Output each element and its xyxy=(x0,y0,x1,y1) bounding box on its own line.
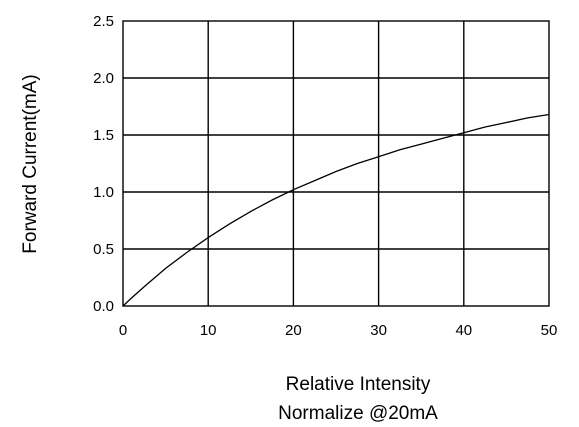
y-tick-label: 1.0 xyxy=(93,184,114,201)
x-tick-label: 30 xyxy=(370,322,387,339)
x-axis-ticks: 0 10 20 30 40 50 xyxy=(119,322,558,339)
y-tick-label: 0.5 xyxy=(93,241,114,258)
plot-frame xyxy=(122,20,550,307)
x-tick-label: 50 xyxy=(541,322,558,339)
x-axis-title-line-2: Normalize @20mA xyxy=(278,403,438,424)
y-axis-title: Forward Current(mA) xyxy=(20,74,41,253)
x-axis-title-line-1: Relative Intensity xyxy=(286,374,431,395)
y-axis-ticks: 0.0 0.5 1.0 1.5 2.0 2.5 xyxy=(93,13,114,315)
x-tick-label: 40 xyxy=(455,322,472,339)
y-tick-label: 2.0 xyxy=(93,70,114,87)
series-line-forward-current xyxy=(122,113,550,307)
x-tick-label: 0 xyxy=(119,322,127,339)
y-tick-label: 2.5 xyxy=(93,13,114,30)
grid xyxy=(123,21,549,306)
y-tick-label: 1.5 xyxy=(93,127,114,144)
x-tick-label: 20 xyxy=(285,322,302,339)
x-tick-label: 10 xyxy=(200,322,217,339)
y-tick-label: 0.0 xyxy=(93,298,114,315)
